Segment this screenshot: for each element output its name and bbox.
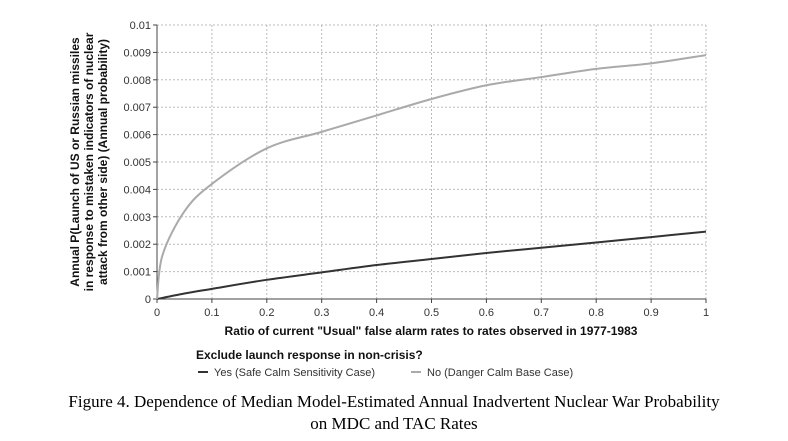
series-line-yes-safe-calm — [156, 230, 707, 300]
y-axis-title-line-1: Annual P(Launch of US or Russian missile… — [68, 37, 82, 287]
caption-line-1: Figure 4. Dependence of Median Model-Est… — [68, 392, 720, 411]
y-tick-label: 0.001 — [123, 267, 151, 279]
caption-line-2: on MDC and TAC Rates — [310, 414, 477, 433]
x-tick-label: 0 — [154, 307, 160, 319]
x-tick-label: 0.7 — [534, 307, 549, 319]
y-tick-label: 0.003 — [123, 212, 151, 224]
y-axis-title: Annual P(Launch of US or Russian missile… — [68, 32, 110, 291]
legend-label-no: No (Danger Calm Base Case) — [427, 367, 573, 379]
x-tick-label: 1 — [703, 307, 709, 319]
figure-caption: Figure 4. Dependence of Median Model-Est… — [68, 392, 720, 433]
y-tick-labels: 0 0.001 0.002 0.003 0.004 0.005 0.006 0.007 0.00… — [123, 20, 157, 306]
x-tick-label: 0.1 — [204, 307, 219, 319]
y-tick-label: 0.006 — [123, 130, 151, 142]
series-layer — [156, 54, 707, 300]
x-axis-title: Ratio of current "Usual" false alarm rat… — [225, 324, 638, 338]
y-tick-label: 0 — [145, 294, 151, 306]
y-tick-label: 0.005 — [123, 157, 151, 169]
legend: Exclude launch response in non-crisis? Y… — [196, 348, 573, 379]
x-tick-labels: 0 0.1 0.2 0.3 0.4 0.5 0.6 0.7 0.8 0.9 1 — [154, 299, 709, 319]
x-tick-label: 0.2 — [259, 307, 274, 319]
series-line-no-danger-calm — [156, 54, 707, 300]
x-tick-label: 0.4 — [369, 307, 384, 319]
y-axis-title-line-2: in response to mistaken indicators of nu… — [82, 32, 96, 291]
y-tick-label: 0.01 — [130, 20, 151, 32]
x-tick-label: 0.3 — [314, 307, 329, 319]
x-tick-label: 0.8 — [589, 307, 604, 319]
x-tick-label: 0.6 — [479, 307, 494, 319]
x-tick-label: 0.9 — [643, 307, 658, 319]
x-tick-label: 0.5 — [424, 307, 439, 319]
legend-title: Exclude launch response in non-crisis? — [196, 348, 423, 362]
y-tick-label: 0.004 — [123, 184, 151, 196]
grid-layer — [157, 24, 707, 299]
y-tick-label: 0.008 — [123, 75, 151, 87]
legend-label-yes: Yes (Safe Calm Sensitivity Case) — [214, 367, 375, 379]
y-tick-label: 0.007 — [123, 102, 151, 114]
y-tick-label: 0.002 — [123, 239, 151, 251]
y-tick-label: 0.009 — [123, 47, 151, 59]
y-axis-title-line-3: attack from other side) (Annual probabil… — [96, 39, 110, 285]
